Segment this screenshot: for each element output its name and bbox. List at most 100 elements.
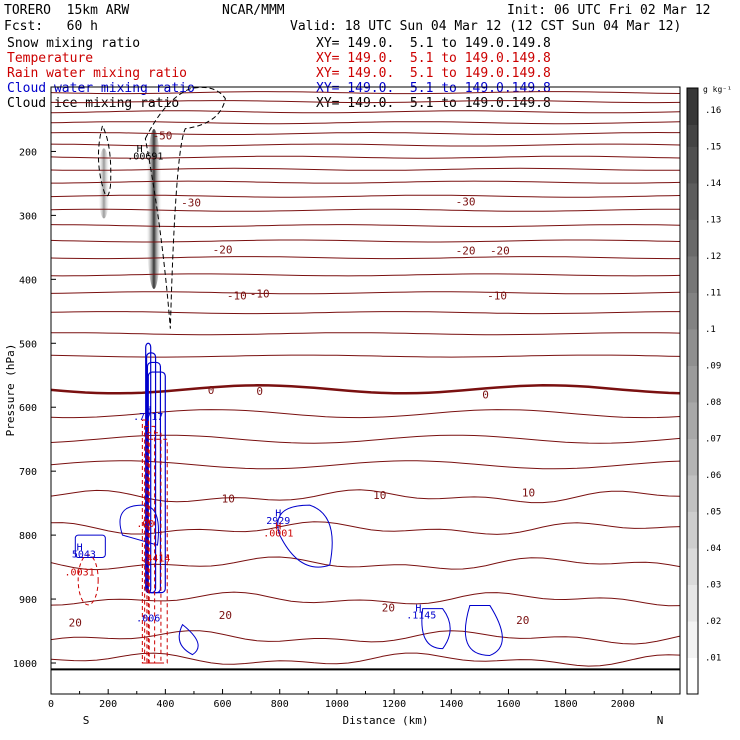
isotherm-line [51, 167, 680, 171]
cloud-water-contour [178, 623, 199, 656]
isotherm-line [51, 155, 680, 159]
temperature-label-14: 10 [522, 486, 535, 499]
colorbar-segment [687, 219, 698, 257]
isotherm-line [51, 273, 680, 277]
y-tick-label-4: 600 [19, 403, 37, 414]
temperature-label-7: -10 [250, 287, 270, 300]
colorbar-tick-10: .11 [705, 288, 721, 298]
temperature-label-1: -30 [181, 197, 201, 210]
y-tick-label-1: 300 [19, 211, 37, 222]
y-tick-label-0: 200 [19, 147, 37, 158]
maximum-label-14: H [415, 603, 421, 614]
cloud-water-contour [421, 608, 451, 650]
isotherm-line [51, 194, 680, 198]
legend-name-2: Rain water mixing ratio [7, 66, 188, 81]
colorbar-segment [687, 401, 698, 439]
x-tick-label-3: 600 [214, 699, 232, 710]
isotherm-line [51, 100, 680, 104]
maximum-label-0: H [137, 144, 143, 155]
legend-name-4: Cloud ice mixing ratio [7, 96, 180, 111]
isotherm-line [51, 208, 680, 212]
y-tick-label-6: 800 [19, 531, 37, 542]
x-tick-label-7: 1400 [439, 699, 463, 710]
colorbar-tick-4: .05 [705, 507, 721, 517]
legend-xy-1: XY= 149.0. 5.1 to 149.0.149.8 [316, 51, 551, 66]
maximum-label-5: 2929 [266, 516, 290, 527]
y-tick-label-5: 700 [19, 467, 37, 478]
isotherm-line [51, 291, 680, 295]
y-tick-label-2: 400 [19, 275, 37, 286]
temperature-label-6: -10 [227, 289, 247, 302]
temperature-label-17: 20 [382, 601, 395, 614]
colorbar-segment [687, 365, 698, 403]
cloud-water-contour [277, 504, 333, 568]
colorbar-segment [687, 88, 698, 126]
x-tick-label-10: 2000 [611, 699, 635, 710]
maximum-label-12: .4414 [140, 553, 170, 564]
colorbar-segment [687, 511, 698, 549]
isotherm-line [51, 239, 680, 243]
legend-xy-4: XY= 149.0. 5.1 to 149.0.149.8 [316, 96, 551, 111]
temperature-label-16: 20 [219, 609, 232, 622]
isotherm-line [51, 110, 680, 114]
colorbar-tick-13: .14 [705, 179, 721, 189]
colorbar-tick-5: .06 [705, 471, 721, 481]
isotherm-line [51, 131, 680, 135]
cloud-water-contour [119, 504, 159, 546]
temperature-label-12: 10 [222, 493, 235, 506]
legend-xy-0: XY= 149.0. 5.1 to 149.0.149.8 [316, 36, 551, 51]
rain-water-contour [77, 554, 99, 606]
colorbar-segment [687, 182, 698, 220]
maximum-label-8: H [77, 543, 83, 554]
temperature-label-15: 20 [69, 617, 82, 630]
valid-time: Valid: 18 UTC Sun 04 Mar 12 (12 CST Sun … [290, 19, 682, 34]
maximum-label-11: .00 [136, 519, 154, 530]
x-tick-label-5: 1000 [325, 699, 349, 710]
colorbar-segment [687, 547, 698, 585]
maximum-label-9: 5043 [72, 550, 96, 561]
legend-xy-3: XY= 149.0. 5.1 to 149.0.149.8 [316, 81, 551, 96]
colorbar-tick-0: .01 [705, 653, 721, 663]
temperature-label-4: -20 [456, 245, 476, 258]
maximum-label-13: .006 [136, 614, 160, 625]
colorbar-segment [687, 328, 698, 366]
colorbar-segment [687, 255, 698, 293]
legend-name-0: Snow mixing ratio [7, 36, 141, 51]
colorbar-tick-2: .03 [705, 580, 721, 590]
rain-water-contour [141, 419, 149, 664]
model-title: TORERO 15km ARW [4, 3, 130, 18]
init-time: Init: 06 UTC Fri 02 Mar 12 [507, 3, 711, 18]
south-label: S [83, 714, 90, 727]
x-tick-label-1: 200 [99, 699, 117, 710]
isotherm-line [51, 224, 680, 228]
colorbar-segment [687, 474, 698, 512]
maximum-label-4: H [275, 509, 281, 520]
legend-name-1: Temperature [7, 51, 94, 66]
x-axis-label: Distance (km) [342, 714, 428, 727]
cloud-ice-contour [144, 87, 226, 329]
y-tick-label-7: 900 [19, 595, 37, 606]
org-title: NCAR/MMM [222, 3, 285, 18]
temperature-label-0: -50 [153, 129, 173, 142]
colorbar-tick-9: .1 [705, 325, 716, 335]
maximum-label-1: .00691 [127, 151, 163, 162]
rain-water-contour [148, 438, 168, 664]
y-axis-label: Pressure (hPa) [4, 344, 17, 437]
colorbar-segment [687, 109, 698, 147]
isotherm-line [51, 591, 680, 607]
colorbar-segment [687, 584, 698, 622]
cloud-water-contour [464, 604, 503, 656]
colorbar-segment [687, 438, 698, 476]
temperature-label-18: 20 [516, 614, 529, 627]
temperature-label-10: 0 [256, 385, 263, 398]
isotherm-line [51, 121, 680, 125]
north-label: N [657, 714, 664, 727]
forecast-hour: Fcst: 60 h [4, 19, 98, 34]
colorbar-tick-11: .12 [705, 252, 721, 262]
legend-name-3: Cloud water mixing ratio [7, 81, 195, 96]
maximum-label-7: .0001 [263, 529, 293, 540]
colorbar-segment [687, 292, 698, 330]
colorbar-segment [687, 620, 698, 658]
isotherm-line [51, 332, 680, 336]
